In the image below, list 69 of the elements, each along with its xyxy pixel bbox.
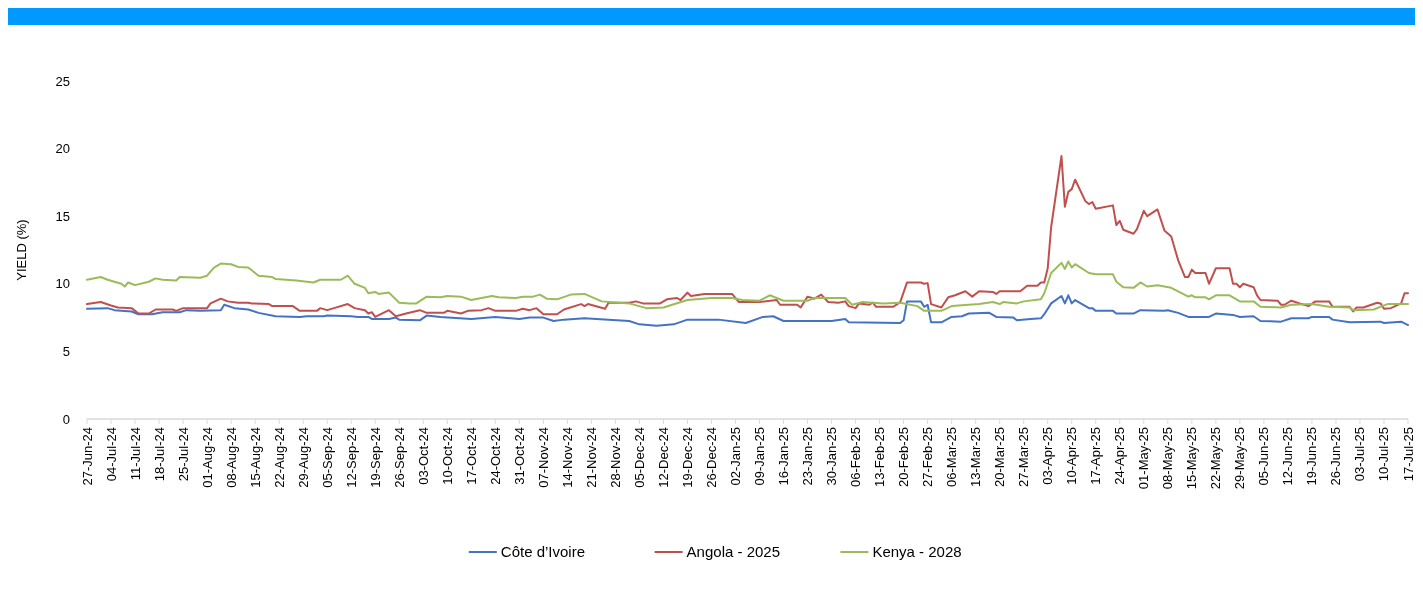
x-tick-label: 27-Jun-24 [79, 427, 95, 486]
x-tick-label: 07-Nov-24 [535, 427, 551, 488]
legend-label: Côte d’Ivoire [500, 543, 586, 560]
x-tick-label: 31-Oct-24 [511, 427, 527, 485]
x-tick-label: 11-Jul-24 [127, 427, 143, 481]
x-tick-label: 16-Jan-25 [776, 427, 792, 486]
x-tick-label: 17-Oct-24 [463, 427, 479, 485]
x-tick-label: 06-Feb-25 [848, 427, 864, 487]
x-tick-label: 13-Feb-25 [872, 427, 888, 487]
x-tick-label: 05-Sep-24 [319, 427, 335, 488]
x-tick-label: 06-Mar-25 [944, 427, 960, 487]
line-series [86, 155, 1409, 318]
line-series [86, 294, 1409, 327]
x-tick-label: 22-Aug-24 [271, 427, 287, 488]
x-tick-label: 09-Jan-25 [752, 427, 768, 486]
x-tick-label: 17-Apr-25 [1088, 427, 1104, 485]
x-tick-label: 28-Nov-24 [607, 427, 623, 488]
x-tick-label: 27-Mar-25 [1016, 427, 1032, 487]
x-tick-label: 12-Jun-25 [1280, 427, 1296, 486]
x-tick-label: 12-Sep-24 [343, 427, 359, 488]
x-tick-label: 12-Dec-24 [655, 427, 671, 488]
x-tick-label: 10-Apr-25 [1064, 427, 1080, 485]
y-tick-label: 15 [55, 208, 70, 224]
x-tick-label: 18-Jul-24 [151, 427, 167, 482]
x-tick-label: 01-May-25 [1136, 427, 1152, 490]
x-tick-label: 14-Nov-24 [559, 427, 575, 488]
x-tick-label: 29-May-25 [1232, 427, 1248, 490]
x-tick-label: 03-Jul-25 [1352, 427, 1368, 482]
x-tick-label: 27-Feb-25 [920, 427, 936, 487]
x-tick-label: 24-Oct-24 [487, 427, 503, 485]
x-tick-label: 13-Mar-25 [968, 427, 984, 487]
line-series [86, 260, 1409, 312]
y-tick-label: 0 [62, 411, 70, 427]
x-tick-label: 08-Aug-24 [223, 427, 239, 488]
x-tick-label: 17-Jul-25 [1400, 427, 1416, 482]
x-tick-label: 19-Jun-25 [1304, 427, 1320, 486]
x-tick-label: 24-Apr-25 [1112, 427, 1128, 485]
x-tick-label: 30-Jan-25 [824, 427, 840, 486]
y-tick-label: 20 [55, 141, 70, 157]
x-tick-label: 05-Jun-25 [1256, 427, 1272, 486]
x-tick-label: 15-May-25 [1184, 427, 1200, 490]
legend-label: Kenya - 2028 [872, 543, 962, 560]
x-tick-label: 26-Jun-25 [1328, 427, 1344, 486]
x-tick-label: 21-Nov-24 [583, 427, 599, 488]
y-tick-label: 10 [55, 276, 70, 292]
x-tick-label: 25-Jul-24 [175, 427, 191, 482]
x-tick-label: 08-May-25 [1160, 427, 1176, 490]
x-tick-label: 03-Oct-24 [415, 427, 431, 485]
x-tick-label: 04-Jul-24 [103, 427, 119, 482]
y-tick-label: 5 [62, 343, 70, 359]
x-tick-label: 26-Sep-24 [391, 427, 407, 488]
x-tick-label: 10-Jul-25 [1376, 427, 1392, 482]
x-tick-label: 23-Jan-25 [800, 427, 816, 486]
x-tick-label: 05-Dec-24 [631, 427, 647, 488]
x-tick-label: 10-Oct-24 [439, 427, 455, 485]
y-axis-title: YIELD (%) [14, 219, 29, 281]
x-tick-label: 22-May-25 [1208, 427, 1224, 490]
x-tick-label: 19-Sep-24 [367, 427, 383, 488]
x-tick-label: 01-Aug-24 [199, 427, 215, 488]
x-tick-label: 19-Dec-24 [679, 427, 695, 488]
x-tick-label: 26-Dec-24 [703, 427, 719, 488]
x-tick-label: 20-Mar-25 [992, 427, 1008, 487]
legend-label: Angola - 2025 [686, 543, 781, 560]
x-tick-label: 20-Feb-25 [896, 427, 912, 487]
x-tick-label: 29-Aug-24 [295, 427, 311, 488]
x-tick-label: 02-Jan-25 [727, 427, 743, 486]
y-tick-label: 25 [55, 73, 70, 89]
x-tick-label: 15-Aug-24 [247, 427, 263, 488]
x-tick-label: 03-Apr-25 [1040, 427, 1056, 485]
